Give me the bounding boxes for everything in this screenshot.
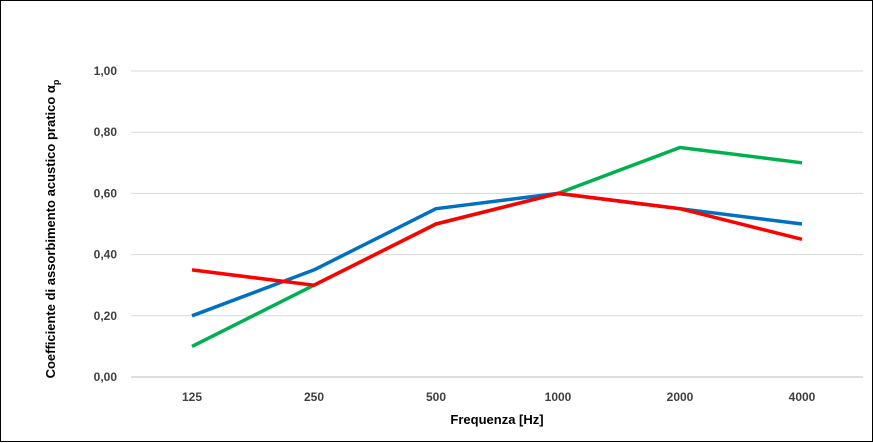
y-tick-label: 0,60 xyxy=(94,186,118,200)
series-line xyxy=(191,145,803,348)
y-axis-title: Coefficiente di assorbimento acustico pr… xyxy=(43,79,61,378)
series-line xyxy=(191,191,803,318)
y-tick-labels: 0,00 0,20 0,40 0,60 0,80 1,00 xyxy=(94,64,118,384)
y-tick-label: 0,40 xyxy=(94,248,118,262)
x-tick-label: 1000 xyxy=(545,390,572,404)
x-tick-labels: 125 250 500 1000 2000 4000 xyxy=(182,390,816,404)
y-axis-title-main: Coefficiente di assorbimento acustico pr… xyxy=(43,85,58,378)
gridlines xyxy=(131,70,863,378)
y-tick-label: 0,20 xyxy=(94,309,118,323)
series-line xyxy=(191,191,803,287)
y-tick-label: 0,00 xyxy=(94,370,118,384)
y-axis-title-subscript: p xyxy=(51,79,61,85)
y-tick-label: 1,00 xyxy=(94,64,118,78)
series-lines xyxy=(191,145,803,348)
x-tick-label: 2000 xyxy=(667,390,694,404)
y-tick-label: 0,80 xyxy=(94,125,118,139)
x-tick-label: 500 xyxy=(426,390,446,404)
x-tick-label: 250 xyxy=(304,390,324,404)
x-tick-label: 125 xyxy=(182,390,202,404)
x-axis-title: Frequenza [Hz] xyxy=(450,412,543,427)
x-tick-label: 4000 xyxy=(789,390,816,404)
